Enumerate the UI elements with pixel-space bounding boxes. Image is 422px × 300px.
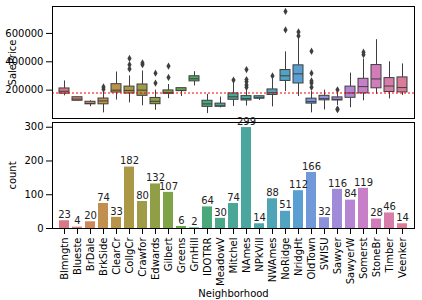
svg-text:Blmngtn: Blmngtn	[59, 238, 70, 280]
svg-text:Greens: Greens	[176, 238, 187, 274]
svg-text:112: 112	[289, 179, 308, 190]
svg-text:0: 0	[37, 223, 43, 234]
svg-text:300: 300	[24, 121, 43, 132]
svg-text:100: 100	[24, 189, 43, 200]
svg-text:80: 80	[136, 190, 149, 201]
svg-text:182: 182	[120, 155, 139, 166]
svg-text:StoneBr: StoneBr	[371, 237, 382, 278]
svg-text:Edwards: Edwards	[150, 238, 161, 280]
svg-text:23: 23	[58, 209, 71, 220]
svg-text:ClearCr: ClearCr	[111, 237, 122, 275]
svg-text:Mitchel: Mitchel	[228, 238, 239, 274]
svg-text:74: 74	[97, 192, 110, 203]
svg-text:20: 20	[84, 210, 97, 221]
svg-text:OldTown: OldTown	[306, 238, 317, 280]
svg-text:32: 32	[318, 206, 331, 217]
svg-text:28: 28	[370, 207, 383, 218]
svg-text:NridgHt: NridgHt	[293, 237, 304, 276]
svg-text:30: 30	[214, 207, 227, 218]
svg-text:BrDale: BrDale	[85, 238, 96, 272]
svg-text:400000: 400000	[5, 56, 44, 67]
svg-text:6: 6	[178, 215, 184, 226]
svg-text:Neighborhood: Neighborhood	[198, 288, 268, 299]
svg-text:132: 132	[146, 172, 165, 184]
svg-text:600000: 600000	[5, 28, 43, 39]
svg-text:46: 46	[383, 201, 396, 212]
svg-text:CollgCr: CollgCr	[124, 237, 135, 274]
svg-text:74: 74	[227, 192, 240, 203]
svg-text:Somerst: Somerst	[358, 237, 369, 279]
svg-text:NoRidge: NoRidge	[280, 238, 291, 280]
svg-text:299: 299	[237, 116, 256, 127]
svg-text:Veenker: Veenker	[397, 237, 408, 278]
svg-text:Timber: Timber	[384, 237, 395, 274]
svg-text:SWISU: SWISU	[319, 238, 330, 271]
svg-text:MeadowV: MeadowV	[215, 237, 226, 286]
svg-text:Blueste: Blueste	[72, 238, 83, 275]
svg-text:51: 51	[279, 199, 292, 210]
svg-text:14: 14	[253, 212, 266, 223]
svg-text:NWAmes: NWAmes	[267, 238, 278, 283]
svg-text:SawyerW: SawyerW	[345, 237, 356, 284]
svg-text:Sawyer: Sawyer	[332, 237, 343, 275]
svg-text:Gilbert: Gilbert	[163, 237, 174, 271]
svg-text:200: 200	[24, 155, 43, 166]
svg-text:166: 166	[302, 161, 321, 172]
svg-text:107: 107	[159, 181, 178, 192]
svg-text:NAmes: NAmes	[241, 238, 252, 273]
svg-text:SalePrice: SalePrice	[7, 40, 18, 86]
svg-text:84: 84	[344, 188, 357, 199]
svg-text:88: 88	[266, 187, 279, 198]
svg-text:14: 14	[396, 212, 409, 223]
svg-text:4: 4	[74, 215, 80, 226]
svg-text:200000: 200000	[5, 84, 44, 96]
svg-text:GrnHill: GrnHill	[189, 238, 200, 272]
svg-text:64: 64	[201, 195, 214, 206]
svg-text:116: 116	[328, 178, 347, 189]
svg-text:33: 33	[110, 206, 123, 217]
svg-text:IDOTRR: IDOTRR	[202, 237, 213, 276]
svg-text:count: count	[7, 161, 18, 189]
svg-text:Crawfor: Crawfor	[137, 237, 148, 277]
svg-text:2: 2	[191, 216, 197, 227]
svg-text:BrkSide: BrkSide	[98, 238, 109, 276]
svg-text:NPkVill: NPkVill	[254, 238, 265, 272]
svg-text:119: 119	[354, 177, 373, 188]
